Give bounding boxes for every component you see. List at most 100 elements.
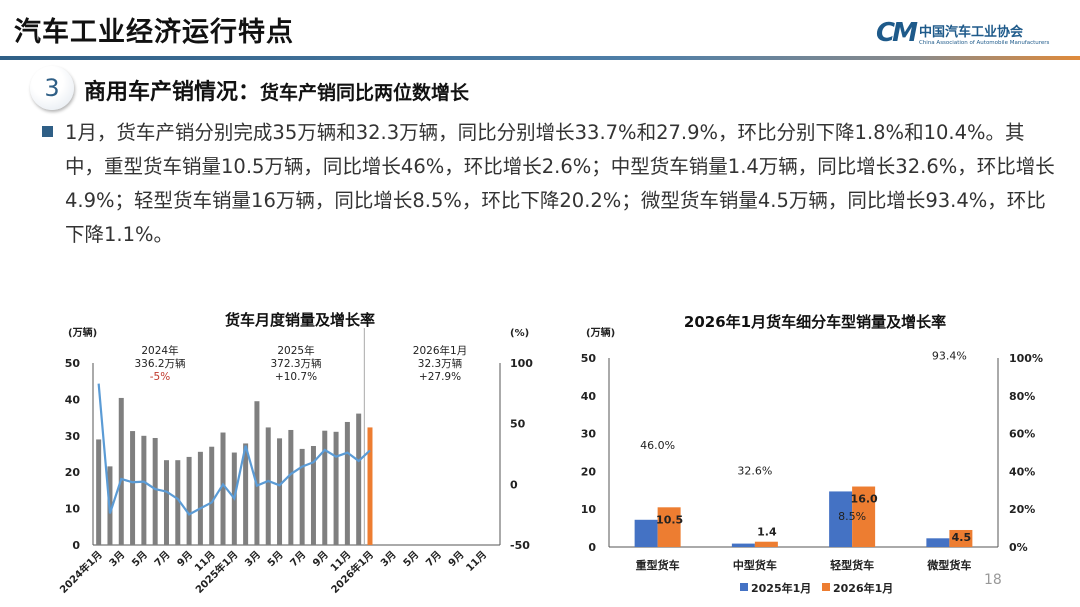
- sales-bar-2025-11: [344, 421, 350, 545]
- x-tick-label: 11月: [464, 549, 489, 574]
- bullet-square-icon: [42, 126, 53, 137]
- chart2-y-tick-label: 50: [581, 352, 597, 365]
- page-title: 汽车工业经济运行特点: [14, 17, 294, 48]
- chart2-category-label: 微型货车: [926, 558, 971, 572]
- chart2-y-tick-label: 30: [581, 428, 597, 441]
- annotation-year: 2026年1月: [413, 344, 467, 357]
- sales-bar-2026-01: [367, 427, 373, 545]
- chart2-y-axis-unit-label: (万辆): [586, 326, 615, 339]
- x-tick-label: 5月: [130, 549, 150, 569]
- y-tick-label: 20: [65, 466, 81, 479]
- sales-bar-2024-03: [118, 397, 124, 545]
- logo-name-cn: 中国汽车工业协会: [918, 24, 1023, 40]
- x-tick-label: 3月: [107, 549, 127, 569]
- section-number-badge: 3: [30, 66, 74, 110]
- growth-rate-line: [97, 383, 371, 516]
- x-tick-label: 7月: [423, 549, 443, 569]
- header-divider: [0, 56, 1080, 60]
- y2-tick-label: 0: [510, 478, 518, 491]
- sales-bar-2025-03: [254, 401, 260, 545]
- x-tick-label: 2024年1月: [57, 548, 105, 596]
- y-tick-label: 50: [65, 357, 81, 370]
- sales-bar-2025-10: [333, 431, 339, 545]
- y2-axis-unit-label: (%): [510, 328, 529, 339]
- chart2-y2-tick-label: 80%: [1009, 390, 1035, 403]
- x-tick-label: 3月: [243, 549, 263, 569]
- page-number: 18: [984, 572, 1002, 588]
- annotation-year: 2025年: [277, 344, 314, 357]
- sales-bar-2024-10: [197, 451, 203, 545]
- sales-bar-2024-09: [186, 456, 192, 545]
- annotation-change: +27.9%: [419, 371, 461, 383]
- chart2-y-tick-label: 0: [588, 541, 596, 554]
- annotation-total: 32.3万辆: [418, 357, 462, 370]
- sales-bar-2024-07: [163, 460, 169, 545]
- sales-bar-2025-02: [243, 443, 249, 545]
- chart2-y2-tick-label: 0%: [1009, 541, 1028, 554]
- section-title-main: 商用车产销情况：: [84, 80, 261, 105]
- y-tick-label: 40: [65, 393, 81, 406]
- sales-bar-2025-04: [265, 427, 271, 545]
- logo-name-en: China Association of Automobile Manufact…: [918, 39, 1050, 46]
- x-tick-label: 7月: [152, 549, 172, 569]
- sales-bar-2024-01: [96, 439, 102, 545]
- caam-logo-icon: CM: [876, 18, 918, 48]
- x-tick-label: 3月: [378, 549, 398, 569]
- sales-bar-2024-04: [130, 431, 136, 545]
- bar-2026-value-label: 10.5: [656, 513, 683, 526]
- bar-2025-0: [634, 519, 658, 547]
- x-tick-label: 5月: [401, 549, 421, 569]
- sales-bar-2024-05: [141, 435, 147, 545]
- bar-2026-value-label: 4.5: [952, 531, 972, 544]
- sales-bar-2025-12: [356, 413, 362, 545]
- sales-bar-2024-06: [152, 437, 158, 545]
- bar-2026-value-label: 16.0: [851, 493, 878, 506]
- section-subtitle: 货车产销同比两位数增长: [260, 82, 470, 104]
- bar-2026-1: [754, 541, 778, 547]
- annotation-year: 2024年: [141, 344, 178, 357]
- y-tick-label: 30: [65, 430, 81, 443]
- legend-2025-swatch: [740, 583, 748, 591]
- legend-2026-label: 2026年1月: [833, 581, 893, 595]
- bar-2025-2: [829, 491, 853, 547]
- sales-bar-2025-07: [299, 448, 305, 545]
- chart2-y2-tick-label: 60%: [1009, 428, 1035, 441]
- chart2-category-label: 轻型货车: [830, 558, 874, 572]
- legend-2025-label: 2025年1月: [751, 581, 811, 595]
- y-axis-unit-label: (万辆): [68, 326, 97, 339]
- chart-title: 货车月度销量及增长率: [225, 311, 375, 329]
- sales-bar-2025-06: [288, 429, 294, 545]
- y2-tick-label: 50: [510, 418, 526, 431]
- growth-rate-label: 32.6%: [737, 464, 772, 477]
- chart2-title: 2026年1月货车细分车型销量及增长率: [684, 313, 946, 331]
- x-tick-label: 5月: [265, 549, 285, 569]
- bar-2026-value-label: 1.4: [757, 526, 777, 539]
- sales-bar-2024-12: [220, 432, 226, 545]
- sales-bar-2024-11: [209, 446, 215, 545]
- growth-rate-label: 8.5%: [838, 510, 866, 523]
- chart2-y2-tick-label: 100%: [1009, 352, 1043, 365]
- y2-tick-label: 100: [510, 357, 533, 370]
- annotation-total: 336.2万辆: [134, 357, 185, 370]
- annotation-change: -5%: [150, 371, 170, 383]
- caam-logo: CM 中国汽车工业协会 China Association of Automob…: [876, 18, 1049, 48]
- bar-2025-1: [731, 543, 755, 547]
- growth-rate-label: 46.0%: [640, 439, 675, 452]
- sales-bar-2024-08: [175, 460, 181, 545]
- bar-2026-0: [657, 507, 681, 547]
- bar-2026-3: [949, 529, 973, 547]
- section-title: 商用车产销情况：货车产销同比两位数增长: [84, 74, 469, 106]
- y2-tick-label: -50: [510, 539, 530, 552]
- annotation-total: 372.3万辆: [270, 357, 321, 370]
- y-tick-label: 0: [72, 539, 80, 552]
- legend-2026-swatch: [822, 583, 830, 591]
- chart2-category-label: 重型货车: [636, 558, 680, 572]
- chart2-category-label: 中型货车: [733, 558, 777, 572]
- chart2-y-tick-label: 20: [581, 465, 597, 478]
- y-tick-label: 10: [65, 503, 81, 516]
- bar-2026-2: [852, 486, 876, 547]
- sales-bar-2025-05: [277, 438, 283, 545]
- sales-bar-2025-08: [310, 445, 316, 545]
- bar-2025-3: [926, 538, 950, 547]
